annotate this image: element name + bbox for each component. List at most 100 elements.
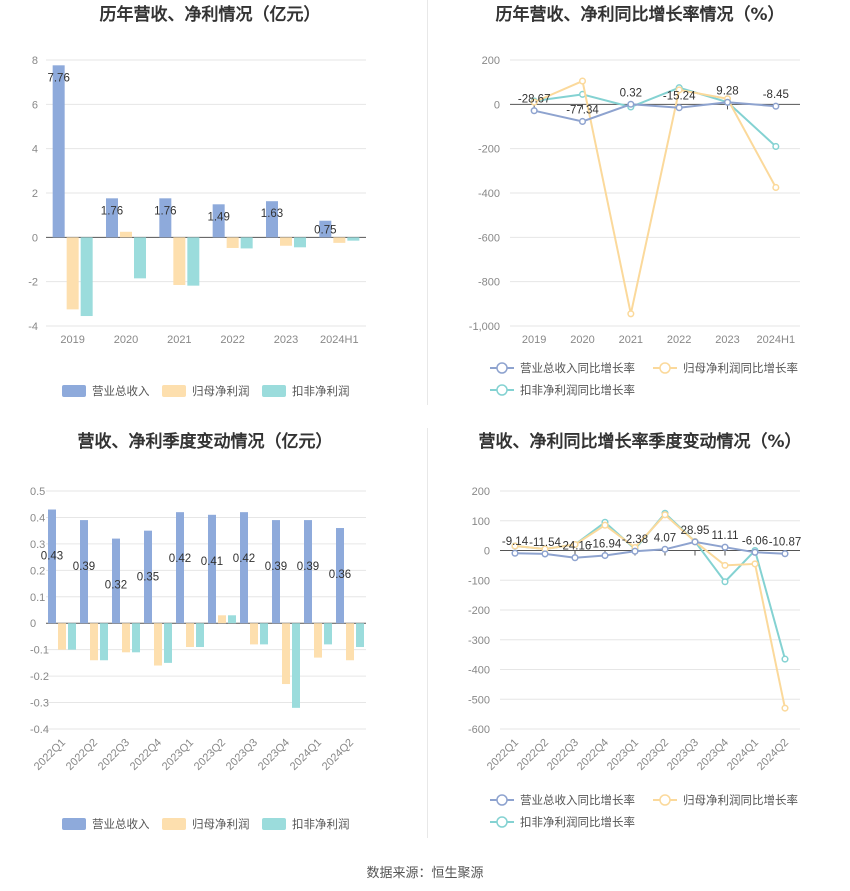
- y-tick-label: -0.2: [30, 671, 49, 683]
- bar-2024Q2-s1: [346, 623, 354, 661]
- chart-title: 营收、净利同比增长率季度变动情况（%）: [478, 431, 801, 452]
- y-tick-label: 0.3: [30, 539, 45, 551]
- y-tick-label: 0: [30, 618, 36, 630]
- y-tick-label: 0.1: [30, 592, 45, 604]
- data-point-s1: [772, 183, 780, 192]
- bar-2023Q2-s0: [208, 514, 216, 624]
- bar-2023-s0: [266, 201, 278, 238]
- bar-2022Q2-s2: [100, 623, 108, 661]
- x-tick-label: 2022Q3: [96, 737, 132, 773]
- data-point-s1: [675, 86, 683, 94]
- annual-growth-rate-chart: 历年营收、净利同比增长率情况（%） -1,000 -800 -600 -400 -200 0…: [469, 4, 800, 397]
- series-line-s1: [514, 513, 786, 709]
- bar-2022Q4-s1: [154, 623, 162, 666]
- data-point-s0: [511, 549, 519, 557]
- series-line-s0: [514, 540, 786, 559]
- y-tick-label: 0: [494, 99, 500, 111]
- data-point-s0: [661, 545, 669, 553]
- data-label: -77.34: [566, 104, 599, 116]
- data-label: 1.49: [207, 211, 229, 223]
- y-tick-label: 100: [472, 516, 490, 528]
- quarterly-growth-rate-chart: 营收、净利同比增长率季度变动情况（%） -600 -500 -400 -300 -200 -…: [468, 431, 802, 829]
- y-tick-label: -1,000: [469, 321, 500, 333]
- y-tick-label: 0.4: [30, 512, 45, 524]
- data-point-s0: [541, 550, 549, 558]
- x-tick-label: 2023Q2: [635, 737, 671, 773]
- y-tick-label: -200: [478, 144, 500, 156]
- data-label: 28.95: [681, 525, 710, 537]
- y-tick-label: -600: [468, 724, 490, 736]
- data-point-s0: [723, 98, 732, 106]
- y-tick-label: 0.2: [30, 565, 45, 577]
- data-point-s1: [661, 511, 669, 519]
- x-tick-label: 2023: [715, 334, 739, 346]
- y-tick-label: -300: [468, 635, 490, 647]
- x-tick-label: 2022: [220, 334, 244, 346]
- x-tick-label: 2022Q2: [64, 737, 100, 773]
- y-tick-label: 6: [32, 99, 38, 111]
- data-point-s0: [578, 117, 587, 126]
- chart-title: 历年营收、净利情况（亿元）: [100, 4, 321, 25]
- bar-2023Q1-s1: [186, 623, 194, 648]
- data-label: 0.32: [105, 580, 127, 592]
- series-line-s0: [533, 101, 776, 123]
- data-point-s0: [675, 104, 683, 112]
- bar-2022-s2: [240, 237, 253, 249]
- bar-2023Q4-s2: [292, 623, 300, 708]
- data-label: 0.42: [233, 553, 255, 565]
- panel-divider: [427, 428, 428, 838]
- data-point-s0: [751, 548, 759, 556]
- legend-marker: [496, 794, 508, 806]
- data-label: 9.28: [716, 85, 738, 97]
- data-point-s1: [571, 541, 579, 549]
- x-tick-label: 2023Q3: [224, 737, 260, 773]
- bar-2019-s0: [52, 65, 65, 238]
- bar-2023Q2-s1: [218, 615, 226, 624]
- data-label: 0.36: [329, 569, 351, 581]
- x-tick-label: 2020: [570, 334, 594, 346]
- bar-2022Q4-s2: [164, 623, 172, 663]
- data-label: -24.16: [559, 541, 592, 553]
- y-tick-label: -2: [28, 277, 38, 289]
- data-point-s2: [721, 578, 729, 586]
- data-label: -10.87: [769, 537, 802, 549]
- legend-swatch: [162, 818, 186, 830]
- data-point-s0: [691, 538, 699, 546]
- data-point-s1: [751, 560, 759, 568]
- legend-swatch: [262, 385, 286, 397]
- data-label: -16.94: [589, 539, 622, 551]
- data-label: 0.42: [169, 553, 191, 565]
- bar-2022Q3-s1: [122, 623, 130, 653]
- bar-2020-s0: [106, 198, 118, 238]
- panel-divider: [427, 0, 428, 405]
- bar-2022-s0: [212, 204, 225, 238]
- y-tick-label: -500: [468, 694, 490, 706]
- x-tick-label: 2022Q4: [128, 737, 164, 773]
- legend-marker: [496, 362, 508, 374]
- data-point-s0: [530, 107, 538, 115]
- y-tick-label: -0.4: [30, 724, 49, 736]
- bar-2024H1-s1: [333, 237, 346, 243]
- data-point-s1: [511, 542, 519, 550]
- data-point-s0: [627, 100, 635, 108]
- bar-2019-s1: [66, 237, 79, 310]
- y-tick-label: 2: [32, 188, 38, 200]
- legend-label: 扣非净利润: [292, 817, 350, 831]
- data-label: 0.39: [297, 561, 319, 573]
- bar-2023Q1-s0: [176, 512, 184, 624]
- data-label: 0.35: [137, 572, 159, 584]
- bar-2024H1-s0: [319, 220, 332, 238]
- legend-label: 营业总收入: [92, 817, 150, 831]
- legend-marker: [659, 794, 671, 806]
- data-label: 11.11: [711, 530, 738, 542]
- x-tick-label: 2024Q2: [320, 737, 356, 773]
- bar-2022Q2-s1: [90, 623, 98, 661]
- x-tick-label: 2023Q3: [665, 737, 701, 773]
- bar-2021-s0: [159, 198, 172, 238]
- legend-marker: [496, 816, 508, 828]
- y-tick-label: 0: [32, 232, 38, 244]
- data-label: 0.43: [41, 551, 63, 563]
- legend-marker: [496, 384, 508, 396]
- x-tick-label: 2022Q3: [545, 737, 581, 773]
